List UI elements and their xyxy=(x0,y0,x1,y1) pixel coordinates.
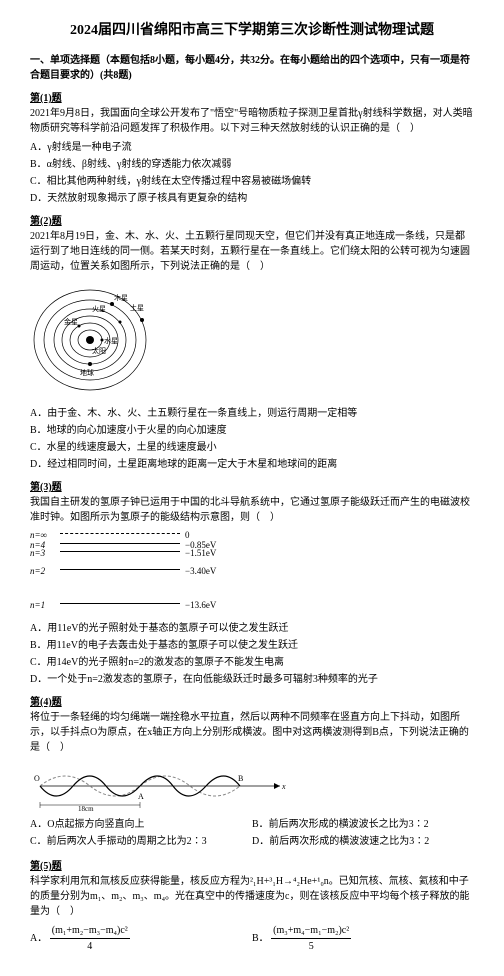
q2-option-c: C．水星的线速度最大，土星的线速度最小 xyxy=(30,440,474,455)
q3-head: 第(3)题 xyxy=(30,480,474,495)
q3-options: A．用11eV的光子照射处于基态的氢原子可以使之发生跃迁 B．用11eV的电子去… xyxy=(30,621,474,687)
saturn-label: 土星 xyxy=(130,303,144,312)
q4-head: 第(4)题 xyxy=(30,695,474,710)
q2-option-a: A．由于金、木、水、火、土五颗行星在一条直线上，则运行周期一定相等 xyxy=(30,406,474,421)
level-n1-left: n=1 xyxy=(30,599,45,613)
q4-wave-figure: O A B x 18cm xyxy=(30,761,474,811)
q3-option-a: A．用11eV的光子照射处于基态的氢原子可以使之发生跃迁 xyxy=(30,621,474,636)
q3-option-d: D．一个处于n=2激发态的氢原子，在向低能级跃迁时最多可辐射3种频率的光子 xyxy=(30,672,474,687)
wave-label-x: x xyxy=(281,782,286,791)
q5-b-num: (m₃+m₄−m₁−m₂)c² xyxy=(271,923,351,939)
q1-option-b: B．α射线、β射线、γ射线的穿透能力依次减弱 xyxy=(30,157,474,172)
q2-head: 第(2)题 xyxy=(30,214,474,229)
level-n2-left: n=2 xyxy=(30,565,45,579)
q2-options: A．由于金、木、水、火、土五颗行星在一条直线上，则运行周期一定相等 B．地球的向… xyxy=(30,406,474,472)
wave-label-o: O xyxy=(34,774,40,783)
wave-tick: 18cm xyxy=(78,805,94,811)
earth-label: 地球 xyxy=(80,368,94,377)
q4-option-d: D．前后两次形成的横波波速之比为3∶2 xyxy=(252,834,474,849)
q5-b-den: 5 xyxy=(271,939,351,954)
jupiter-label: 木星 xyxy=(114,293,128,302)
mars-label: 火星 xyxy=(92,305,106,313)
level-n1-right: −13.6eV xyxy=(185,599,216,613)
q3-energy-figure: n=∞ 0 n=4 −0.85eV n=3 −1.51eV n=2 −3.40e… xyxy=(30,531,230,611)
q1-head: 第(1)题 xyxy=(30,91,474,106)
q1-options: A．γ射线是一种电子流 B．α射线、β射线、γ射线的穿透能力依次减弱 C．相比其… xyxy=(30,140,474,206)
level-n3-left: n=3 xyxy=(30,547,45,561)
mercury-label: 水星 xyxy=(104,336,118,345)
q5-option-b: B． (m₃+m₄−m₁−m₂)c² 5 xyxy=(252,923,474,954)
q2-text: 2021年8月19日，金、木、水、火、土五颗行星同现天空，但它们并没有真正地连成… xyxy=(30,229,474,274)
wave-label-b: B xyxy=(238,774,243,783)
q4-options: A．O点起振方向竖直向上 B．前后两次形成的横波波长之比为3∶2 C．前后两次人… xyxy=(30,817,474,851)
q3-text: 我国自主研发的氢原子钟已运用于中国的北斗导航系统中，它通过氢原子能级跃迁而产生的… xyxy=(30,495,474,525)
q3-option-c: C．用14eV的光子照射n=2的激发态的氢原子不能发生电离 xyxy=(30,655,474,670)
q5-a-den: 4 xyxy=(50,939,130,954)
sun-label: 太阳 xyxy=(92,346,106,355)
venus-label: 金星 xyxy=(64,317,78,326)
q2-orbit-figure: 太阳 水星 金星 地球 火星 木星 土星 xyxy=(30,280,474,400)
level-n2-right: −3.40eV xyxy=(185,565,216,579)
q4-option-b: B．前后两次形成的横波波长之比为3∶2 xyxy=(252,817,474,832)
q4-text: 将位于一条轻绳的均匀绳端一端拴稳水平拉直，然后以两种不同频率在竖直方向上下抖动，… xyxy=(30,710,474,755)
q5-options: A． (m₁+m₂−m₃−m₄)c² 4 B． (m₃+m₄−m₁−m₂)c² … xyxy=(30,923,474,956)
q4-option-c: C．前后两次人手振动的周期之比为2∶3 xyxy=(30,834,252,849)
q5-head: 第(5)题 xyxy=(30,859,474,874)
q5-b-prefix: B． xyxy=(252,933,269,944)
q2-option-b: B．地球的向心加速度小于火星的向心加速度 xyxy=(30,423,474,438)
q1-option-a: A．γ射线是一种电子流 xyxy=(30,140,474,155)
q5-a-prefix: A． xyxy=(30,933,47,944)
q5-text: 科学家利用氘和氚核反应获得能量，核反应方程为²₁H+³₁H→⁴₂He+¹₀n。已… xyxy=(30,874,474,919)
q1-option-d: D．天然放射现象揭示了原子核具有更复杂的结构 xyxy=(30,191,474,206)
q5-option-a: A． (m₁+m₂−m₃−m₄)c² 4 xyxy=(30,923,252,954)
section-heading: 一、单项选择题（本题包括8小题，每小题4分，共32分。在每小题给出的四个选项中，… xyxy=(30,53,474,83)
q1-option-c: C．相比其他两种射线，γ射线在太空传播过程中容易被磁场偏转 xyxy=(30,174,474,189)
page-title: 2024届四川省绵阳市高三下学期第三次诊断性测试物理试题 xyxy=(30,20,474,41)
wave-label-a: A xyxy=(138,792,144,801)
q3-option-b: B．用11eV的电子去轰击处于基态的氢原子可以使之发生跃迁 xyxy=(30,638,474,653)
level-n3-right: −1.51eV xyxy=(185,547,216,561)
q4-option-a: A．O点起振方向竖直向上 xyxy=(30,817,252,832)
q2-option-d: D．经过相同时间，土星距离地球的距离一定大于木星和地球间的距离 xyxy=(30,457,474,472)
q1-text: 2021年9月8日，我国面向全球公开发布了"悟空"号暗物质粒子探测卫星首批γ射线… xyxy=(30,106,474,136)
q5-a-num: (m₁+m₂−m₃−m₄)c² xyxy=(50,923,130,939)
